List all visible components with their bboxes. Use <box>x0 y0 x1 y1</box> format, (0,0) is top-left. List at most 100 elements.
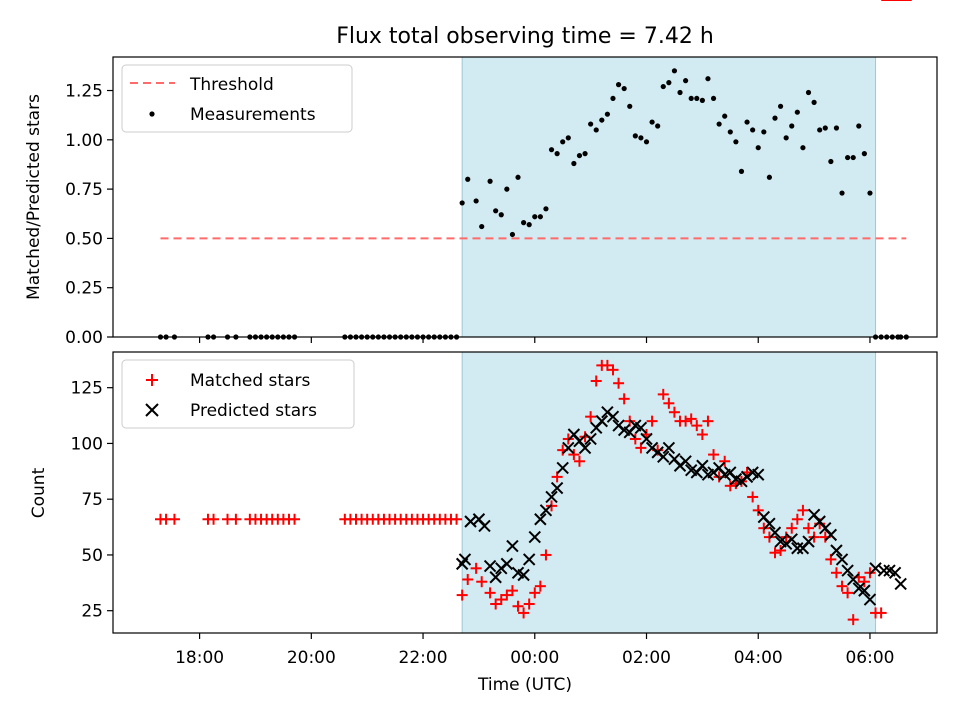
matched-stars-legend-swatch <box>146 374 158 386</box>
predicted-star-point <box>802 535 815 548</box>
predicted-star-point <box>545 490 558 504</box>
measurement-point <box>582 151 588 157</box>
matched-star-point <box>618 393 630 405</box>
measurement-point <box>604 111 611 117</box>
measurement-point <box>515 174 521 180</box>
bottom-shaded-interval <box>461 351 877 634</box>
matched-star-point <box>585 411 597 423</box>
predicted-star-point <box>595 414 609 428</box>
matched-star-point <box>462 573 474 585</box>
bottom-y-tick-label: 100 <box>71 434 103 454</box>
measurement-point <box>710 95 717 102</box>
matched-star-point <box>573 455 585 467</box>
measurement-point <box>755 145 761 151</box>
predicted-star-point <box>489 571 502 584</box>
matched-star-point <box>691 420 703 432</box>
bottom-legend-box <box>121 359 355 429</box>
measurement-point <box>571 160 577 167</box>
measurement-point <box>777 103 784 109</box>
x-tick-label: 20:00 <box>287 648 336 668</box>
measurement-point <box>610 95 616 102</box>
matched-star-point <box>842 587 854 599</box>
measurement-point <box>537 214 543 220</box>
measurement-point <box>688 95 694 102</box>
x-tick-label: 00:00 <box>510 648 559 668</box>
measurement-point <box>766 174 773 180</box>
predicted-star-point <box>863 593 877 606</box>
measurement-point <box>783 135 789 141</box>
measurement-point <box>839 190 845 196</box>
matched-star-point <box>289 513 301 525</box>
measurement-point <box>543 206 549 212</box>
top-legend: Threshold Measurements <box>121 64 353 133</box>
measurement-point <box>649 119 655 125</box>
matched-star-point <box>724 480 736 492</box>
matched-star-point <box>208 513 220 525</box>
matched-star-point <box>747 491 759 503</box>
matched-star-point <box>490 598 502 610</box>
matched-star-point <box>858 576 870 588</box>
measurement-point <box>817 127 823 133</box>
predicted-star-point <box>458 553 472 566</box>
bottom-y-tick-label: 50 <box>81 546 103 566</box>
measurement-point <box>643 139 650 145</box>
predicted-star-point <box>763 517 776 530</box>
measurement-point <box>677 89 683 96</box>
matched-star-point <box>786 522 798 534</box>
matched-star-point <box>451 513 463 525</box>
matched-star-point <box>518 607 530 619</box>
measurement-point <box>548 147 555 153</box>
measurement-point <box>716 121 722 127</box>
measurement-point <box>593 127 599 133</box>
threshold-legend-label: Threshold <box>189 75 274 95</box>
measurement-point <box>588 121 594 127</box>
top-y-tick-label: 1.25 <box>65 82 103 102</box>
predicted-star-point <box>679 455 692 468</box>
matched-star-point <box>601 359 613 371</box>
measurement-point <box>705 76 711 82</box>
top-y-tick-label: 0.00 <box>65 328 103 348</box>
predicted-star-point <box>534 513 547 526</box>
predicted-star-point <box>562 441 575 455</box>
matched-star-point <box>523 598 535 610</box>
predicted-star-point <box>483 559 497 573</box>
measurement-point <box>554 151 560 157</box>
measurement-point <box>655 123 661 129</box>
bottom-y-tick-label: 125 <box>71 379 103 399</box>
predicted-star-point <box>539 504 553 517</box>
measurement-point <box>521 220 527 226</box>
matched-star-point <box>590 375 602 387</box>
top-y-tick-label: 0.50 <box>65 229 103 249</box>
matched-star-point <box>663 397 675 409</box>
measurement-point <box>789 123 795 129</box>
top-panel: 0.00 0.25 0.50 0.75 1.00 1.25 Matched/Predict… <box>24 56 938 348</box>
predicted-star-point <box>606 410 620 423</box>
matched-star-point <box>668 406 680 418</box>
matched-star-point <box>230 513 242 525</box>
measurement-point <box>867 190 873 196</box>
measurement-point <box>532 214 538 220</box>
matched-star-point <box>607 364 619 376</box>
measurement-point <box>828 158 834 165</box>
predicted-star-point <box>768 526 782 539</box>
matched-star-point <box>613 377 625 389</box>
measurement-point <box>861 151 867 157</box>
x-tick-label: 04:00 <box>734 648 783 668</box>
x-axis-label: Time (UTC) <box>477 675 572 695</box>
predicted-star-point <box>662 441 676 455</box>
measurement-point <box>576 152 583 159</box>
matched-star-point <box>702 415 714 427</box>
predicted-star-point <box>791 542 804 555</box>
measurement-point <box>811 99 817 105</box>
measurement-point <box>498 212 504 218</box>
measurement-point <box>487 178 493 184</box>
measurement-point <box>750 127 756 133</box>
measurement-point <box>627 103 633 109</box>
matched-star-point <box>830 567 842 579</box>
predicted-star-point <box>835 553 849 566</box>
measurement-point <box>738 168 745 174</box>
measurement-point <box>772 115 778 121</box>
measurement-point <box>761 129 767 135</box>
measurement-point <box>666 80 672 86</box>
